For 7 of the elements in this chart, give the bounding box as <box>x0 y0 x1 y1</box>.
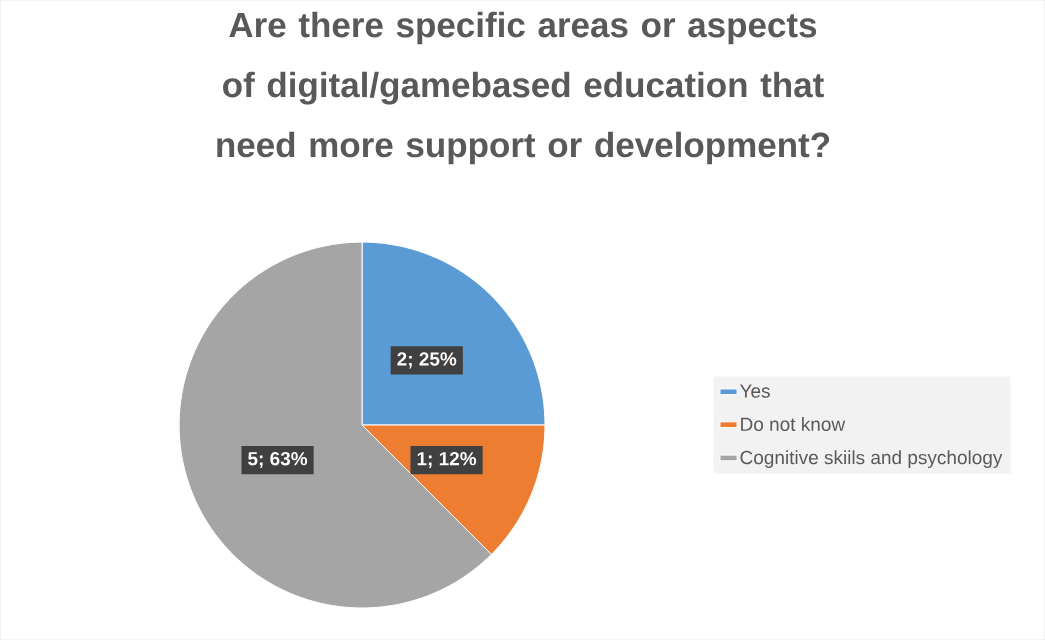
data-label: 5; 63% <box>248 451 308 469</box>
legend-label: Cognitive skiils and psychology <box>740 450 1003 468</box>
legend-label: Do not know <box>741 416 846 431</box>
data-label: 1; 12% <box>417 451 477 469</box>
legend-label: Yes <box>739 384 770 398</box>
chart-title: Are there specific areas or aspects of digital/gamebased education that need more support or development? <box>217 11 830 165</box>
data-label: 2; 25% <box>397 352 457 369</box>
